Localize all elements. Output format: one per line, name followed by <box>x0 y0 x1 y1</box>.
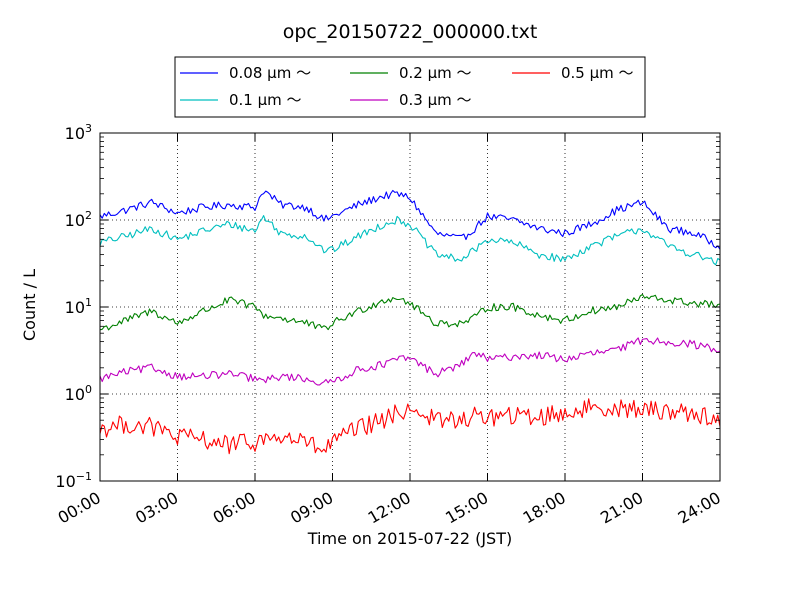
legend-label: 0.5 μm ～ <box>561 64 634 82</box>
y-tick-base: 10 <box>55 472 75 491</box>
chart-title: opc_20150722_000000.txt <box>283 21 538 43</box>
legend-label: 0.08 μm ～ <box>229 64 311 82</box>
x-axis-label: Time on 2015-07-22 (JST) <box>307 529 512 548</box>
y-axis-label: Count / L <box>20 269 39 341</box>
y-tick-exponent: 1 <box>85 296 92 309</box>
x-tick-label: 12:00 <box>365 488 414 528</box>
x-tick-label: 24:00 <box>675 488 724 528</box>
y-tick-base: 10 <box>65 385 85 404</box>
y-tick-exponent: 3 <box>85 122 92 135</box>
x-tick-label: 18:00 <box>520 488 569 528</box>
legend-label: 0.1 μm ～ <box>229 91 302 109</box>
x-tick-label: 09:00 <box>287 488 336 528</box>
x-tick-label: 21:00 <box>597 488 646 528</box>
ticks <box>99 132 721 482</box>
x-tick-label: 06:00 <box>210 488 259 528</box>
y-tick-exponent: 2 <box>85 209 92 222</box>
y-tick-label: 100 <box>65 383 92 404</box>
series-line <box>99 398 721 455</box>
series-line <box>99 189 721 250</box>
y-tick-base: 10 <box>65 124 85 143</box>
series-line <box>99 215 721 266</box>
x-tick-label: 15:00 <box>442 488 491 528</box>
x-tick-label: 00:00 <box>55 488 104 528</box>
legend-label: 0.3 μm ～ <box>399 91 472 109</box>
y-tick-label: 102 <box>65 209 92 230</box>
y-tick-label: 10−1 <box>55 470 92 491</box>
series-line <box>99 337 721 386</box>
y-tick-base: 10 <box>65 298 85 317</box>
series-group <box>99 189 721 455</box>
y-tick-base: 10 <box>65 211 85 230</box>
x-tick-label: 03:00 <box>132 488 181 528</box>
legend-label: 0.2 μm ～ <box>399 64 472 82</box>
y-tick-label: 103 <box>65 122 92 143</box>
y-tick-exponent: 0 <box>85 383 92 396</box>
legend-box <box>174 56 646 118</box>
grid <box>100 133 720 481</box>
legend: 0.08 μm ～ 0.1 μm ～ 0.2 μm ～ 0.3 μm ～ 0.5 μm … <box>174 56 646 118</box>
y-tick-exponent: −1 <box>76 470 92 483</box>
x-tick-labels: 00:00 03:00 06:00 09:00 12:00 15:00 18:00 21:00… <box>55 488 724 528</box>
series-line <box>99 293 721 331</box>
y-tick-label: 101 <box>65 296 92 317</box>
